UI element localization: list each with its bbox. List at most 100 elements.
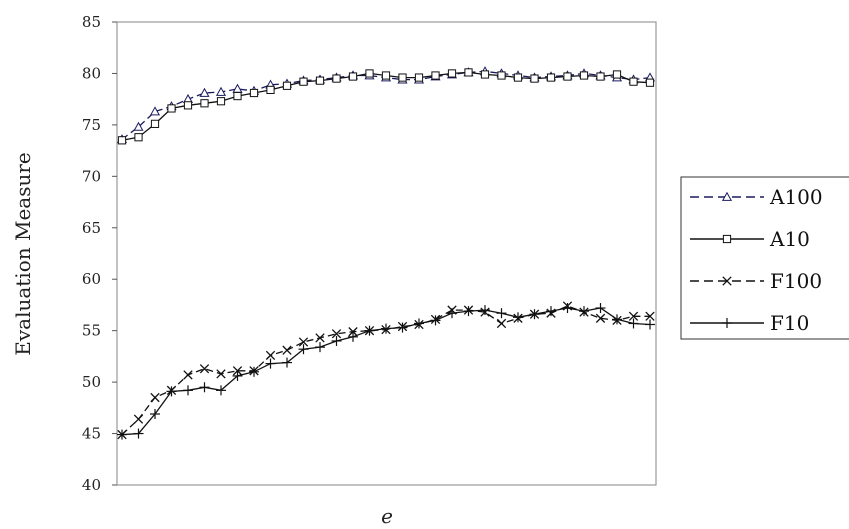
data-point-f10 (595, 303, 606, 314)
legend-label: F10 (770, 311, 809, 335)
data-point-a10 (464, 68, 473, 77)
data-point-f10 (199, 382, 210, 393)
y-axis: 40 45 50 55 60 65 70 75 80 85 (82, 13, 117, 494)
data-point-f100 (265, 350, 276, 361)
data-point-a10 (365, 69, 374, 78)
data-point-a10 (249, 88, 259, 98)
legend-item-a100: A100 (690, 185, 823, 209)
data-point-f10 (331, 335, 342, 346)
data-point-f10 (562, 303, 573, 314)
data-point-a100 (133, 121, 144, 131)
data-point-f10 (579, 306, 589, 317)
data-point-f100 (183, 370, 193, 380)
data-point-f100 (628, 311, 639, 321)
data-point-f100 (315, 333, 325, 343)
legend-item-f100: F100 (690, 269, 822, 293)
data-point-f100 (496, 318, 507, 329)
data-point-f100 (199, 364, 210, 374)
series-a10 (117, 68, 655, 145)
data-point-f10 (612, 314, 622, 325)
data-point-a10 (579, 71, 589, 80)
data-point-f10 (298, 344, 309, 355)
data-point-a10 (282, 81, 292, 90)
data-point-f10 (133, 428, 144, 439)
data-point-a10 (612, 70, 622, 79)
data-point-f100 (133, 414, 144, 424)
y-tick-label: 55 (82, 322, 101, 340)
data-point-a10 (513, 73, 523, 82)
data-point-f10 (232, 370, 243, 381)
data-point-f10 (529, 309, 540, 320)
legend-label: A100 (769, 185, 823, 209)
series-layer (116, 66, 656, 440)
data-point-a10 (150, 119, 160, 128)
legend-label: A10 (769, 227, 810, 251)
data-point-f10 (628, 318, 639, 329)
data-point-a10 (200, 99, 209, 108)
data-point-f100 (645, 311, 655, 321)
data-point-a10 (530, 74, 539, 83)
data-point-a10 (216, 97, 226, 106)
data-point-f10 (183, 385, 193, 396)
series-f10 (117, 303, 655, 440)
data-point-f10 (513, 312, 523, 323)
data-point-f10 (216, 385, 226, 396)
data-point-a10 (134, 133, 143, 142)
data-point-f10 (150, 409, 160, 420)
data-point-f10 (166, 386, 177, 397)
y-tick-label: 50 (82, 373, 101, 391)
data-point-f10 (397, 322, 408, 333)
data-point-f100 (150, 392, 160, 403)
data-point-f10 (348, 331, 358, 342)
data-point-a10 (431, 71, 440, 80)
y-tick-label: 65 (82, 219, 101, 237)
data-point-f100 (331, 329, 342, 339)
data-point-a10 (332, 74, 341, 83)
data-point-f10 (364, 325, 375, 336)
data-point-f10 (117, 429, 127, 440)
data-point-a100 (199, 87, 210, 97)
data-point-a10 (299, 77, 308, 86)
legend: A100 A10 F100 F10 (680, 176, 849, 340)
data-point-a10 (596, 72, 605, 81)
data-point-a10 (546, 73, 556, 82)
data-point-a10 (266, 85, 275, 95)
legend-marker-f100 (722, 276, 732, 286)
data-point-f100 (595, 313, 606, 323)
data-point-f10 (645, 319, 655, 330)
data-point-f10 (480, 305, 490, 316)
data-point-a10 (414, 73, 424, 82)
data-point-f100 (232, 366, 243, 376)
data-point-f10 (546, 306, 556, 317)
legend-box (680, 176, 849, 340)
y-axis-label: Evaluation Measure (11, 152, 35, 356)
data-point-a10 (447, 69, 457, 78)
legend-marker-a100 (721, 191, 733, 201)
data-point-f10 (315, 342, 325, 353)
data-point-a10 (629, 77, 638, 86)
data-point-a10 (167, 104, 176, 113)
data-point-f10 (282, 357, 292, 368)
data-point-a10 (480, 70, 490, 79)
data-point-f10 (414, 318, 424, 329)
x-axis-label: e (381, 504, 393, 528)
data-point-a10 (315, 76, 325, 85)
data-point-a100 (149, 106, 161, 116)
data-point-a10 (233, 91, 242, 101)
data-point-f10 (430, 315, 441, 326)
data-point-f100 (216, 369, 226, 379)
data-point-a10 (497, 71, 506, 80)
legend-marker-f10 (722, 318, 732, 328)
legend-item-a10: A10 (690, 227, 810, 251)
data-point-a10 (348, 72, 358, 81)
data-point-f10 (447, 308, 457, 319)
y-tick-label: 40 (82, 476, 101, 494)
y-tick-label: 75 (82, 116, 101, 134)
data-point-a10 (183, 101, 193, 110)
data-point-a10 (563, 72, 572, 81)
y-tick-label: 45 (82, 425, 101, 443)
legend-item-f10: F10 (690, 311, 809, 335)
data-point-a100 (215, 86, 227, 96)
y-tick-label: 80 (82, 64, 101, 82)
y-tick-label: 85 (82, 13, 101, 31)
